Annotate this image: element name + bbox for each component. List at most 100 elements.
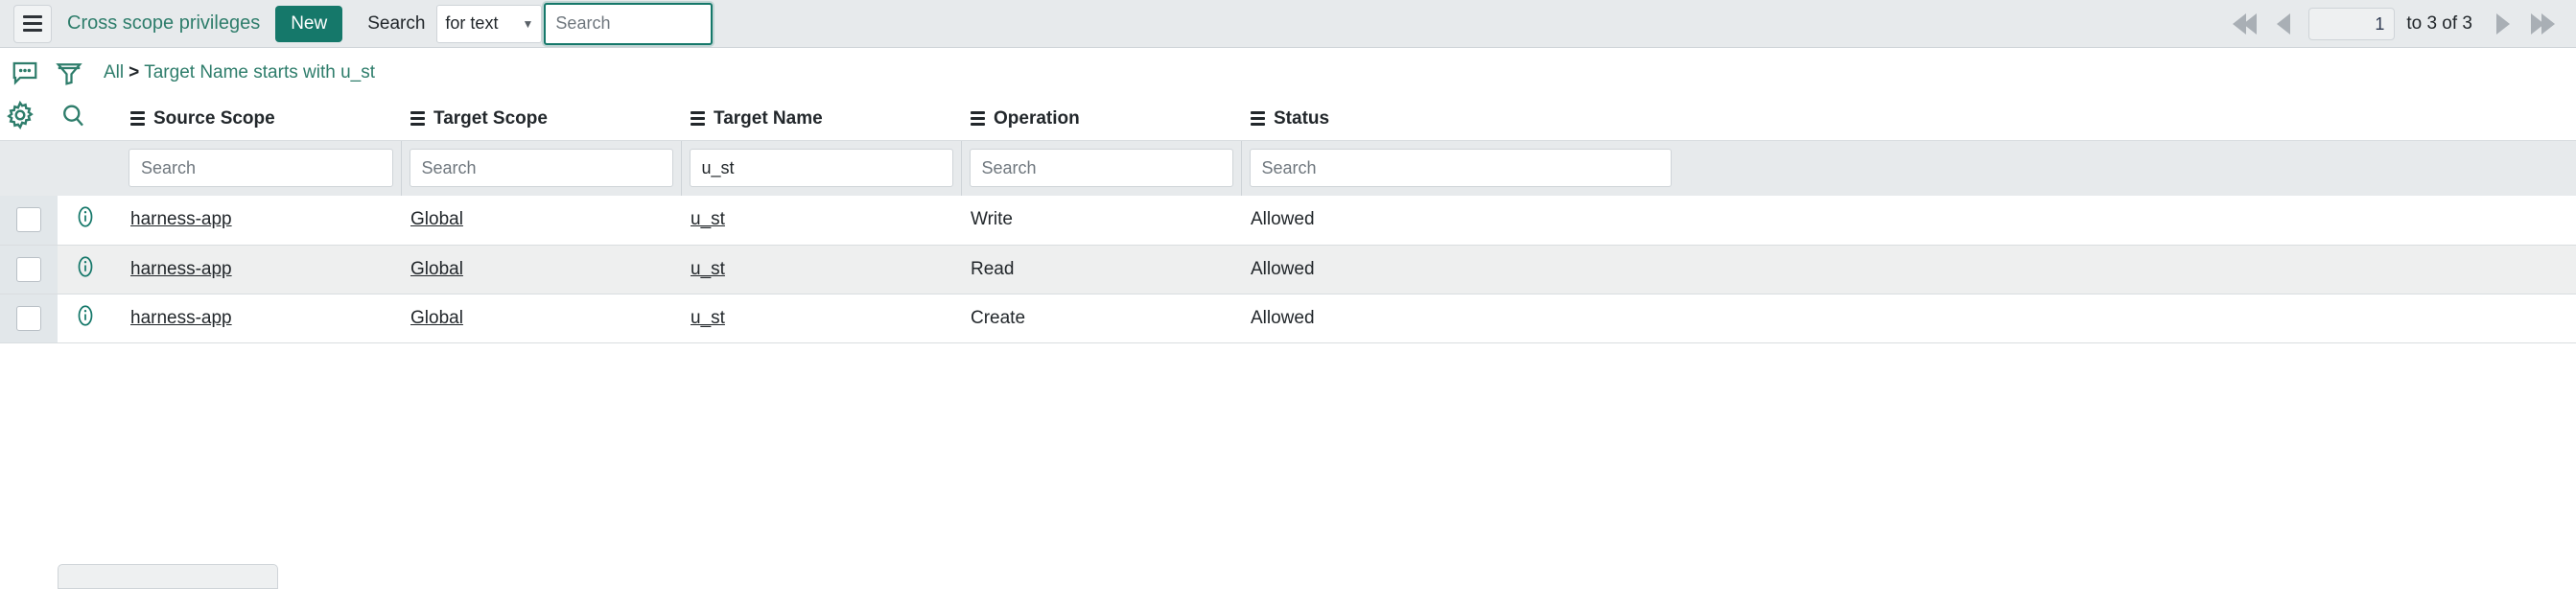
cell-status: Allowed [1241,196,2576,246]
row-checkbox[interactable] [16,305,41,331]
breadcrumb-item-condition[interactable]: Target Name starts with u_st [144,62,375,82]
cell-status: Allowed [1241,245,2576,294]
column-header-target-name[interactable]: Target Name [681,98,961,141]
column-header-source-scope[interactable]: Source Scope [121,98,401,141]
source-scope-link[interactable]: harness-app [130,258,232,279]
target-name-link[interactable]: u_st [691,209,725,230]
list-action-icons [0,48,107,148]
gear-icon[interactable] [1,96,39,134]
page-title[interactable]: Cross scope privileges [67,12,261,34]
filter-cell-status [1241,140,2576,196]
cell-source-scope[interactable]: harness-app [121,294,401,343]
top-toolbar: Cross scope privileges New Search for te… [0,0,2576,48]
column-header-operation[interactable]: Operation [961,98,1241,141]
row-checkbox-cell[interactable] [0,245,58,294]
column-label: Target Name [714,107,823,129]
search-input[interactable] [553,12,704,35]
info-icon[interactable] [73,303,98,328]
next-page-button[interactable] [2486,7,2520,41]
first-page-button[interactable] [2222,7,2266,41]
filter-cell-target-scope [401,140,682,196]
new-button[interactable]: New [275,5,343,42]
table-row[interactable]: harness-app Global u_st Write Allowed [0,196,2576,246]
search-type-value: for text [445,13,499,33]
target-name-link[interactable]: u_st [691,307,725,328]
search-type-select[interactable]: for text ▼ [436,4,543,43]
breadcrumb-separator: > [129,62,140,82]
chevron-right-icon [2496,13,2510,35]
cell-target-name[interactable]: u_st [681,245,961,294]
row-checkbox[interactable] [16,256,41,282]
pagination-controls: 1 to 3 of 3 [2222,0,2564,48]
filter-cell-blank [58,140,121,196]
previous-page-button[interactable] [2266,7,2301,41]
filter-cell-blank [0,140,58,196]
cell-target-scope[interactable]: Global [401,196,681,246]
header-select-all[interactable] [0,98,58,141]
column-label: Operation [994,107,1080,129]
breadcrumb-item-all[interactable]: All [104,62,125,82]
cell-operation: Create [961,294,1241,343]
bottom-panel-handle[interactable] [58,564,278,589]
magnifier-icon[interactable] [54,96,92,134]
filter-cell-operation [961,140,1242,196]
column-label: Target Scope [433,107,548,129]
row-checkbox-cell[interactable] [0,196,58,246]
hamburger-icon[interactable] [13,4,52,43]
sort-menu-icon [971,111,985,127]
row-checkbox[interactable] [16,207,41,233]
info-icon[interactable] [73,254,98,279]
cell-target-name[interactable]: u_st [681,196,961,246]
cell-status: Allowed [1241,294,2576,343]
cell-source-scope[interactable]: harness-app [121,196,401,246]
filter-input-operation[interactable] [979,156,1223,179]
filter-input-status[interactable] [1259,156,1661,179]
filter-cell-target-name [681,140,962,196]
column-filter-row [0,140,2576,196]
target-name-link[interactable]: u_st [691,258,725,279]
double-chevron-left-icon [2242,13,2257,35]
cell-source-scope[interactable]: harness-app [121,245,401,294]
row-checkbox-cell[interactable] [0,294,58,343]
global-search-field[interactable] [544,2,714,45]
record-range-text: to 3 of 3 [2406,13,2472,34]
row-info-cell[interactable] [58,196,121,246]
search-label: Search [367,12,426,34]
header-row: Source Scope Target Scope Target Name Op… [0,98,2576,141]
column-header-status[interactable]: Status [1241,98,2576,141]
double-chevron-left-icon [2232,13,2246,35]
cell-target-name[interactable]: u_st [681,294,961,343]
cell-target-scope[interactable]: Global [401,294,681,343]
cell-target-scope[interactable]: Global [401,245,681,294]
hamburger-bar [23,15,42,18]
table-row[interactable]: harness-app Global u_st Create Allowed [0,294,2576,343]
chevron-left-icon [2277,13,2291,35]
target-scope-link[interactable]: Global [410,307,463,328]
target-scope-link[interactable]: Global [410,209,463,230]
row-info-cell[interactable] [58,294,121,343]
info-icon[interactable] [73,204,98,229]
last-page-button[interactable] [2520,7,2564,41]
target-scope-link[interactable]: Global [410,258,463,279]
filter-input-source-scope[interactable] [139,156,383,179]
sort-menu-icon [410,111,425,127]
sort-menu-icon [1251,111,1265,127]
cell-operation: Read [961,245,1241,294]
filter-funnel-icon[interactable] [50,54,88,92]
records-table: Source Scope Target Scope Target Name Op… [0,98,2576,343]
source-scope-link[interactable]: harness-app [130,209,232,230]
source-scope-link[interactable]: harness-app [130,307,232,328]
table-row[interactable]: harness-app Global u_st Read Allowed [0,245,2576,294]
comment-bubble-icon[interactable] [6,54,44,92]
page-number-input[interactable]: 1 [2308,8,2396,40]
filter-input-target-scope[interactable] [419,156,663,179]
breadcrumb: All > Target Name starts with u_st [104,62,375,83]
row-info-cell[interactable] [58,245,121,294]
column-label: Source Scope [153,107,275,129]
hamburger-bar [23,22,42,25]
table-body: harness-app Global u_st Write Allowed harness… [0,196,2576,343]
column-header-target-scope[interactable]: Target Scope [401,98,681,141]
filter-input-target-name[interactable] [699,156,943,179]
sort-menu-icon [691,111,705,127]
filter-cell-source-scope [121,140,402,196]
